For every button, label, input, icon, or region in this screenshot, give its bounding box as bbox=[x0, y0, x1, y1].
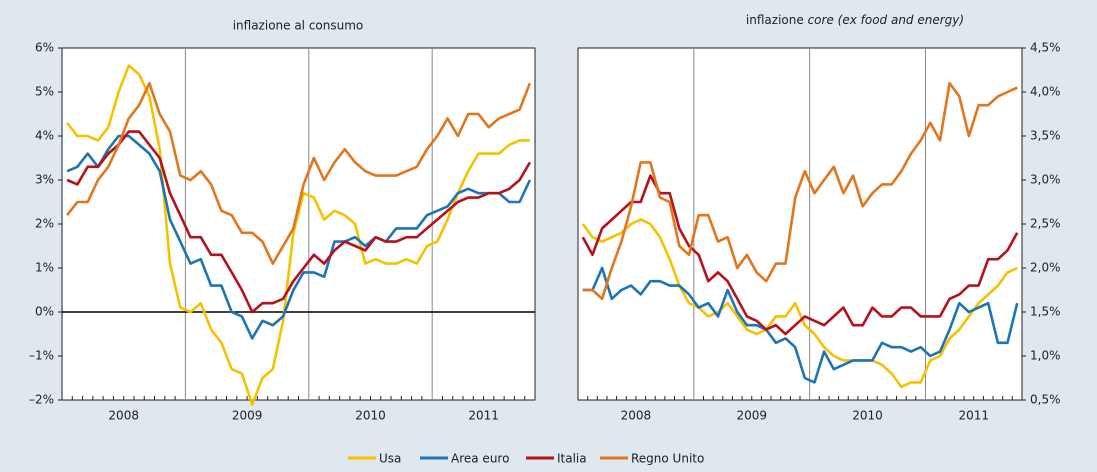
y-tick-label: –1% bbox=[29, 349, 54, 363]
y-tick-label: 4,5% bbox=[1030, 41, 1061, 55]
y-tick-label: 1,5% bbox=[1030, 305, 1061, 319]
x-tick-label: 2008 bbox=[108, 409, 139, 423]
y-tick-label: 3,5% bbox=[1030, 129, 1061, 143]
series-line bbox=[66, 130, 532, 314]
x-tick-label: 2010 bbox=[355, 409, 386, 423]
x-tick-label: 2010 bbox=[852, 409, 883, 423]
y-tick-label: 4% bbox=[35, 129, 54, 143]
y-tick-label: 1,0% bbox=[1030, 349, 1061, 363]
plot-area-left bbox=[61, 47, 536, 401]
plot-area-right bbox=[577, 47, 1023, 401]
y-tick-label: 1% bbox=[35, 261, 54, 275]
series-line bbox=[582, 266, 1019, 384]
chart-title: inflazione al consumo bbox=[233, 19, 364, 33]
series-line bbox=[582, 81, 1018, 301]
y-tick-label: 3,0% bbox=[1030, 173, 1061, 187]
legend-label: Italia bbox=[557, 452, 587, 466]
y-tick-label: 5% bbox=[35, 85, 54, 99]
y-tick-label: 0,5% bbox=[1030, 393, 1061, 407]
y-tick-label: 0% bbox=[35, 305, 54, 319]
y-tick-label: –2% bbox=[29, 393, 54, 407]
x-tick-label: 2008 bbox=[621, 409, 652, 423]
y-tick-label: 4,0% bbox=[1030, 85, 1061, 99]
series-line bbox=[66, 81, 532, 265]
y-tick-label: 2,5% bbox=[1030, 217, 1061, 231]
legend-label: Area euro bbox=[451, 452, 509, 466]
x-tick-label: 2009 bbox=[232, 409, 263, 423]
subtitle-text: core (ex food and energy) bbox=[808, 13, 965, 27]
legend-label: Usa bbox=[379, 452, 401, 466]
x-tick-label: 2011 bbox=[958, 409, 989, 423]
y-tick-label: 2,0% bbox=[1030, 261, 1061, 275]
chart-title: inflazione core (ex food and energy) bbox=[746, 13, 964, 27]
y-tick-label: 3% bbox=[35, 173, 54, 187]
x-tick-label: 2011 bbox=[468, 409, 499, 423]
legend-label: Regno Unito bbox=[631, 452, 704, 466]
series-line bbox=[66, 134, 532, 340]
y-tick-label: 6% bbox=[35, 41, 54, 55]
x-tick-label: 2009 bbox=[736, 409, 767, 423]
title-text: inflazione bbox=[746, 13, 804, 27]
y-tick-label: 2% bbox=[35, 217, 54, 231]
series-line bbox=[581, 218, 1018, 389]
